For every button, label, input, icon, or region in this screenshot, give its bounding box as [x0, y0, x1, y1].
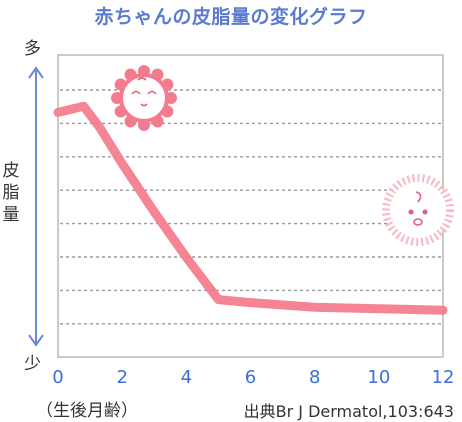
x-axis-label: （生後月齢）: [36, 401, 138, 421]
y-axis-arrow: [28, 66, 44, 347]
x-tick-label: 12: [432, 367, 455, 388]
x-tick-label: 0: [52, 367, 63, 388]
chart-title: 赤ちゃんの皮脂量の変化グラフ: [94, 6, 368, 28]
baby-face-icon: [382, 174, 454, 246]
sebum-line: [53, 101, 448, 315]
x-tick-label: 10: [367, 367, 390, 388]
y-axis-top-label: 多: [24, 39, 41, 59]
x-tick-label: 4: [181, 367, 192, 388]
y-axis-bottom-label: 少: [24, 354, 41, 374]
x-tick-label: 8: [309, 367, 320, 388]
source-note: 出典Br J Dermatol,103:643: [243, 402, 454, 421]
x-tick-label: 6: [245, 367, 256, 388]
sun-baby-icon: [111, 65, 177, 131]
x-tick-labels: 0 2 4 6 8 10 12: [52, 367, 454, 388]
x-tick-label: 2: [116, 367, 127, 388]
y-axis-label: 皮脂量: [2, 161, 20, 225]
